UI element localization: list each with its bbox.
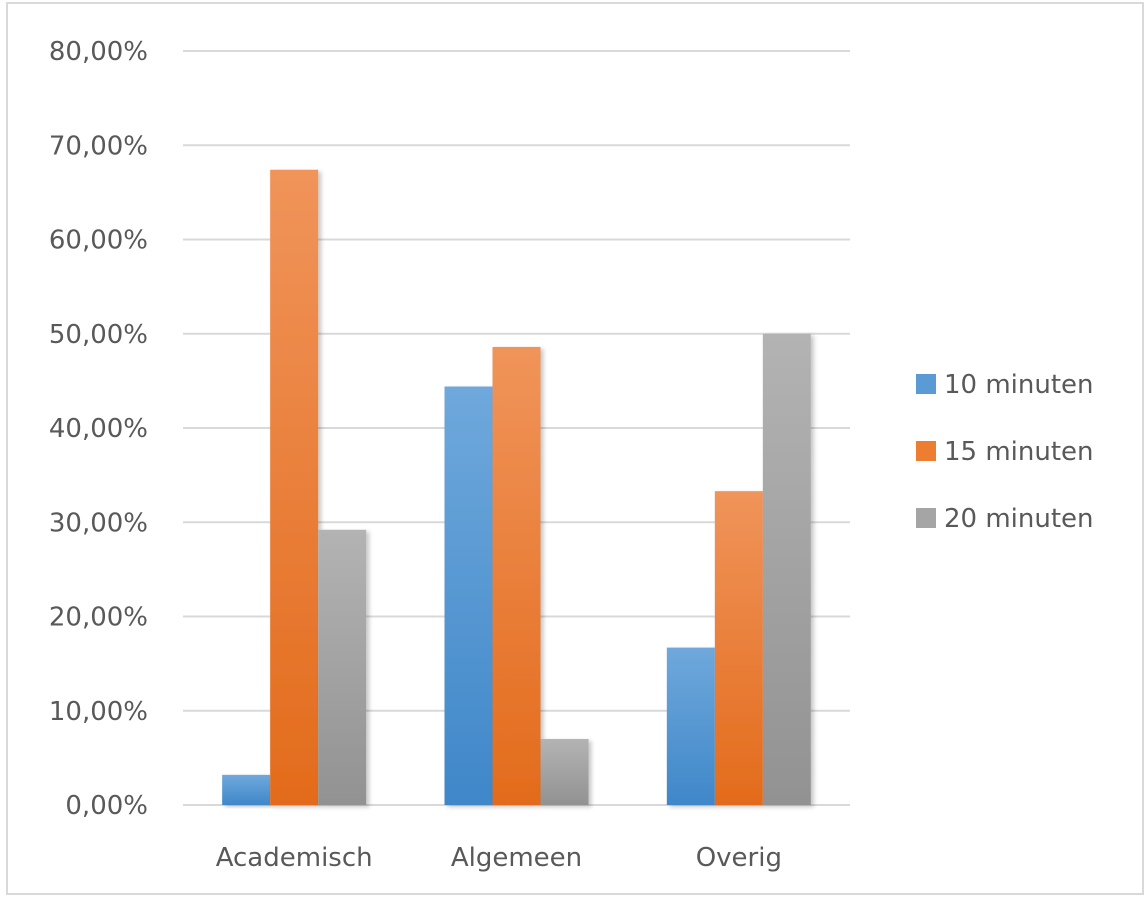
x-tick-label: Overig <box>696 843 782 873</box>
bar-10-minuten-algemeen <box>444 386 493 805</box>
y-tick-label: 80,00% <box>49 37 148 67</box>
bars <box>222 169 811 805</box>
y-tick-label: 20,00% <box>49 603 148 633</box>
x-tick-label: Algemeen <box>451 843 582 873</box>
y-tick-label: 10,00% <box>49 697 148 727</box>
y-tick-label: 60,00% <box>49 226 148 256</box>
bar-20-minuten-algemeen <box>540 739 589 805</box>
y-tick-label: 0,00% <box>65 791 148 821</box>
legend-label: 15 minuten <box>944 437 1094 467</box>
legend-swatch <box>916 441 936 461</box>
y-tick-label: 40,00% <box>49 414 148 444</box>
bar-15-minuten-overig <box>714 491 763 805</box>
bar-10-minuten-academisch <box>222 774 271 805</box>
legend-swatch <box>916 374 936 394</box>
y-tick-label: 30,00% <box>49 508 148 538</box>
bar-15-minuten-academisch <box>270 169 319 805</box>
bar-15-minuten-algemeen <box>492 346 541 805</box>
legend-label: 20 minuten <box>944 504 1094 534</box>
y-tick-label: 70,00% <box>49 131 148 161</box>
legend-swatch <box>916 508 936 528</box>
y-tick-label: 50,00% <box>49 320 148 350</box>
y-axis-tick-labels: 0,00% 10,00% 20,00% 30,00% 40,00% 50,00% 60,00… <box>49 37 148 821</box>
bar-10-minuten-overig <box>666 647 715 805</box>
bar-20-minuten-overig <box>762 333 811 805</box>
bar-20-minuten-academisch <box>318 529 367 805</box>
x-axis-tick-labels: Academisch Algemeen Overig <box>216 843 782 873</box>
legend: 10 minuten 15 minuten 20 minuten <box>916 370 1094 534</box>
legend-label: 10 minuten <box>944 370 1094 400</box>
x-tick-label: Academisch <box>216 843 373 873</box>
